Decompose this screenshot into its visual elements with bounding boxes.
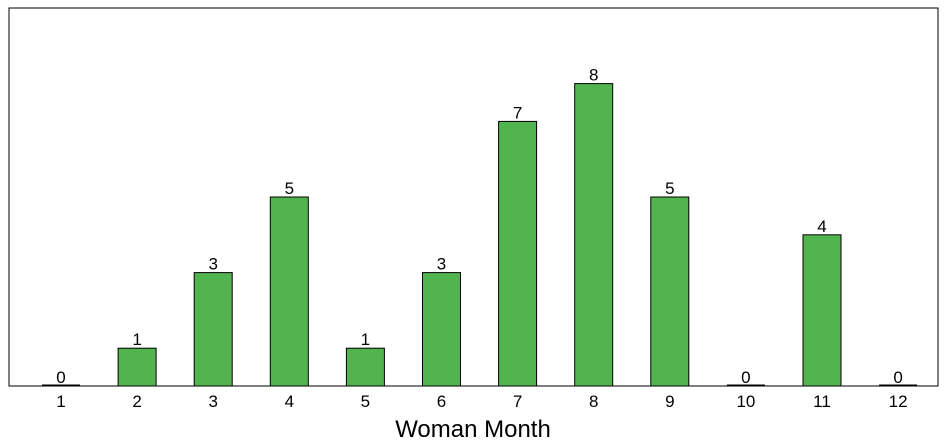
data-label-7: 7 [513, 103, 522, 122]
bar-8 [574, 83, 614, 387]
bars-layer [42, 83, 918, 387]
data-labels-layer: 0 1 3 5 1 3 7 8 5 0 4 0 [56, 66, 903, 387]
bar-11 [802, 234, 842, 387]
plot-frame [8, 7, 939, 387]
bar-5 [345, 347, 385, 387]
bar-3 [193, 272, 233, 387]
x-axis-title: Woman Month [395, 416, 551, 443]
x-tick-label-9: 9 [665, 392, 674, 411]
x-tick-label-12: 12 [889, 392, 908, 411]
data-label-9: 5 [665, 179, 674, 198]
bar-7 [498, 120, 538, 387]
x-tick-label-11: 11 [813, 392, 831, 411]
x-tick-label-3: 3 [208, 392, 217, 411]
x-tick-label-8: 8 [589, 392, 598, 411]
data-label-4: 5 [285, 179, 294, 198]
data-label-10: 0 [741, 368, 750, 387]
x-tick-label-6: 6 [437, 392, 446, 411]
data-label-3: 3 [208, 255, 217, 274]
data-label-12: 0 [893, 368, 902, 387]
bar-4 [269, 196, 309, 387]
data-label-8: 8 [589, 66, 598, 85]
data-label-6: 3 [437, 255, 446, 274]
x-tick-label-5: 5 [361, 392, 370, 411]
x-tick-label-7: 7 [513, 392, 522, 411]
data-label-5: 1 [361, 330, 370, 349]
x-tick-label-10: 10 [736, 392, 755, 411]
data-label-2: 1 [132, 330, 141, 349]
x-tick-label-1: 1 [56, 392, 65, 411]
x-tick-label-2: 2 [132, 392, 141, 411]
x-tick-labels: 1 2 3 4 5 6 7 8 9 10 11 12 [56, 392, 907, 411]
bar-9 [650, 196, 690, 387]
bar-6 [422, 272, 461, 387]
data-label-1: 0 [56, 368, 65, 387]
data-label-11: 4 [817, 217, 826, 236]
x-tick-label-4: 4 [285, 392, 294, 411]
bar-2 [117, 347, 157, 387]
